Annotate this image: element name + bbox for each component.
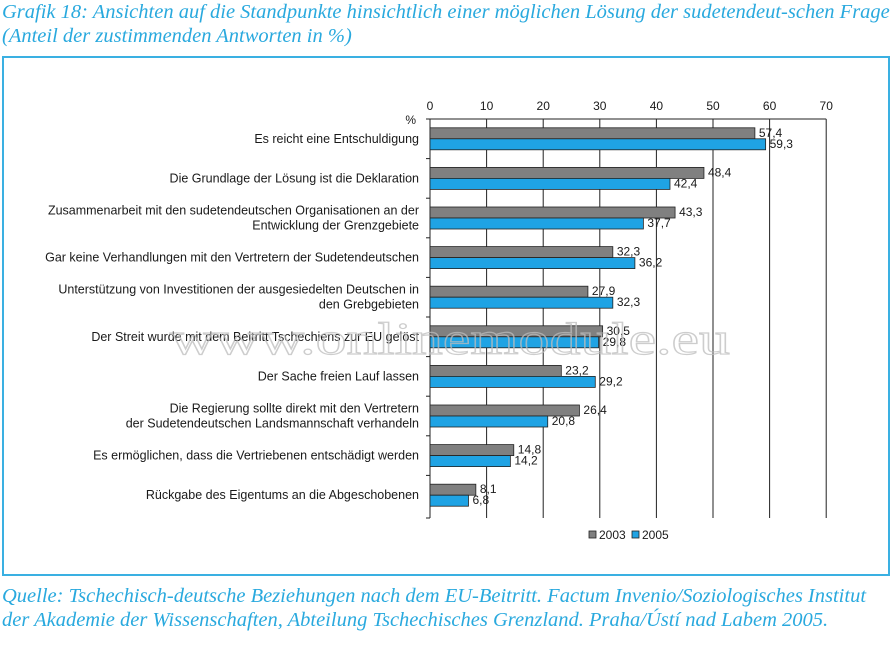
source-note: Quelle: Tschechisch-deutsche Beziehungen… [2, 585, 867, 631]
value-label-2003: 23,2 [565, 363, 589, 377]
legend-label-2003: 2003 [599, 528, 626, 542]
value-label-2005: 6,8 [472, 493, 489, 507]
value-label-2005: 37,7 [647, 216, 671, 230]
bar-2003 [429, 285, 589, 298]
bar-2005 [429, 177, 671, 190]
category-label: Rückgabe des Eigentums an die Abgeschobe… [146, 488, 419, 502]
bar-2005 [429, 138, 767, 151]
category-label: Unterstützung von Investitionen der ausg… [58, 283, 419, 297]
legend-label-2005: 2005 [642, 528, 669, 542]
chart-frame [2, 56, 890, 576]
category-label: Entwicklung der Grenzgebiete [252, 219, 419, 233]
x-tick-label: 10 [480, 99, 494, 113]
legend-swatch-2003 [588, 530, 597, 539]
value-label-2003: 8,1 [480, 482, 497, 496]
bar-2005 [429, 494, 469, 507]
x-tick-label: 70 [820, 99, 834, 113]
bar-2005 [429, 257, 636, 270]
category-label: Es ermöglichen, dass die Vertriebenen en… [93, 449, 419, 463]
category-label: Der Streit wurde mit dem Beitritt Tschec… [91, 330, 419, 344]
x-tick-label: 20 [537, 99, 551, 113]
value-label-2003: 27,9 [592, 284, 616, 298]
category-label: Der Sache freien Lauf lassen [258, 369, 419, 383]
category-label: Gar keine Verhandlungen mit den Vertrete… [45, 251, 419, 265]
value-label-2005: 42,4 [674, 176, 698, 190]
x-tick-label: 0 [427, 99, 434, 113]
value-label-2005: 59,3 [770, 137, 794, 151]
bar-2005 [429, 296, 614, 309]
category-label: der Sudetendeutschen Landsmannschaft ver… [126, 417, 419, 431]
legend-swatch-2005 [631, 530, 640, 539]
bar-2003 [429, 444, 515, 457]
bar-2005 [429, 336, 600, 349]
chart-title: Grafik 18: Ansichten auf die Standpunkte… [2, 1, 890, 47]
value-label-2003: 43,3 [679, 205, 703, 219]
watermark: www.onlinemodule.eu [170, 313, 730, 364]
value-label-2005: 29,8 [603, 335, 627, 349]
bar-2005 [429, 217, 644, 230]
value-label-2003: 26,4 [583, 403, 607, 417]
category-label: Die Grundlage der Lösung ist die Deklara… [170, 171, 419, 185]
value-label-2003: 48,4 [708, 165, 732, 179]
x-tick-label: 60 [763, 99, 777, 113]
value-label-2005: 20,8 [552, 414, 576, 428]
x-tick-label: 30 [593, 99, 607, 113]
unit-label: % [405, 113, 416, 127]
value-label-2003: 14,8 [518, 443, 542, 457]
value-label-2005: 14,2 [514, 454, 538, 468]
category-label: den Grebgebieten [319, 298, 419, 312]
value-label-2003: 57,4 [759, 126, 783, 140]
category-label: Zusammenarbeit mit den sudetendeutschen … [48, 204, 419, 218]
value-label-2003: 30,5 [607, 324, 631, 338]
bar-2005 [429, 455, 511, 468]
bar-2003 [429, 166, 705, 179]
bar-2005 [429, 415, 549, 428]
value-label-2005: 32,3 [617, 295, 641, 309]
value-label-2003: 32,3 [617, 245, 641, 259]
category-label: Es reicht eine Entschuldigung [254, 132, 419, 146]
x-tick-label: 40 [650, 99, 664, 113]
bar-2003 [429, 206, 676, 219]
value-label-2005: 36,2 [639, 256, 663, 270]
bar-2005 [429, 375, 596, 388]
value-label-2005: 29,2 [599, 374, 623, 388]
bar-2003 [429, 127, 756, 140]
category-label: Die Regierung sollte direkt mit den Vert… [170, 402, 419, 416]
bar-2003 [429, 364, 562, 377]
x-tick-label: 50 [706, 99, 720, 113]
bar-2003 [429, 483, 477, 496]
bar-2003 [429, 246, 614, 259]
